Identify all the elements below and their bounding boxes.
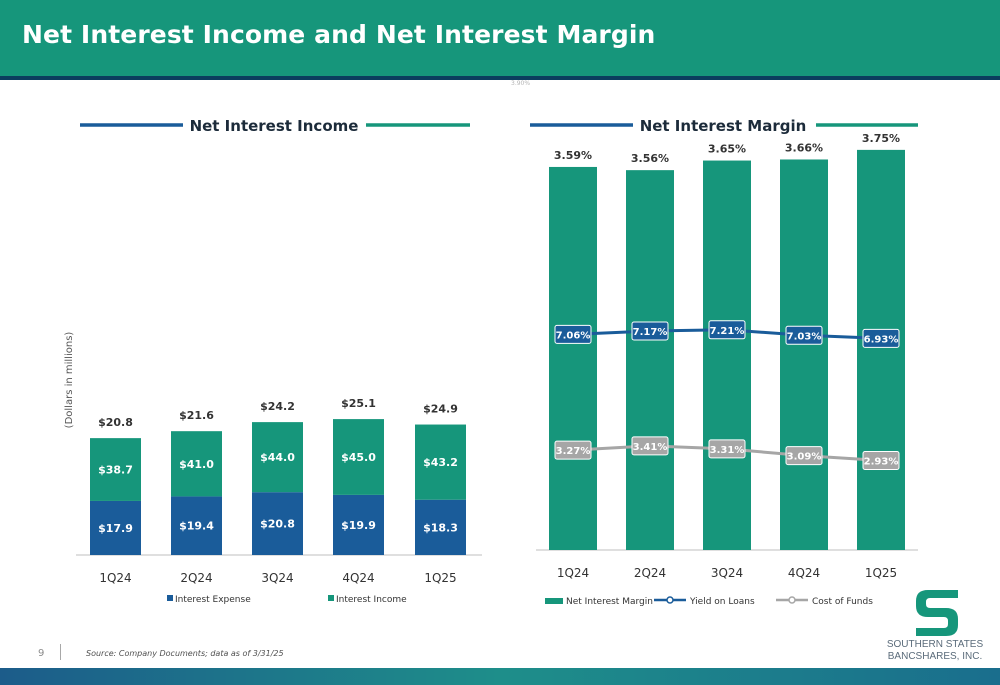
nim-x-tick-label: 3Q24 xyxy=(711,566,743,580)
label-box-yield-on-loans xyxy=(862,328,900,348)
footer-band xyxy=(0,668,1000,685)
header-band: Net Interest Income and Net Interest Mar… xyxy=(0,0,1000,76)
page-title: Net Interest Income and Net Interest Mar… xyxy=(22,20,656,49)
label-net-interest-income: $25.1 xyxy=(341,397,376,410)
nii-y-axis-label: (Dollars in millions) xyxy=(64,332,75,429)
label-interest-expense: $19.9 xyxy=(341,519,376,532)
label-box-cost-of-funds xyxy=(785,446,823,466)
label-net-interest-income: $24.9 xyxy=(423,403,458,416)
label-box-cost-of-funds xyxy=(631,436,669,456)
stray-label: 3.90% xyxy=(511,80,531,87)
label-net-interest-income: $24.2 xyxy=(260,400,295,413)
label-net-interest-income: $20.8 xyxy=(98,416,133,429)
label-interest-expense: $18.3 xyxy=(423,521,458,534)
nii-x-tick-label: 1Q25 xyxy=(424,571,456,585)
bar-net-interest-margin xyxy=(780,159,828,550)
legend-marker-yield-on-loans xyxy=(666,596,674,604)
legend-label-net-interest-margin: Net Interest Margin xyxy=(566,597,653,607)
bar-interest-expense xyxy=(415,499,466,555)
legend-swatch-interest-expense xyxy=(167,595,173,601)
label-box-yield-on-loans xyxy=(554,324,592,344)
legend-label-interest-expense: Interest Expense xyxy=(175,595,251,605)
legend-marker-cost-of-funds xyxy=(788,596,796,604)
label-yield-on-loans: 6.93% xyxy=(864,334,899,345)
nim-x-tick-label: 4Q24 xyxy=(788,566,820,580)
bar-interest-expense xyxy=(252,492,303,555)
page-number-divider xyxy=(60,644,61,660)
label-box-yield-on-loans xyxy=(785,325,823,345)
bar-interest-expense xyxy=(333,494,384,555)
nii-x-tick-label: 1Q24 xyxy=(99,571,131,585)
label-cost-of-funds: 3.09% xyxy=(787,452,822,463)
label-interest-income: $43.2 xyxy=(423,456,458,469)
page-number: 9 xyxy=(38,648,45,659)
nii-x-tick-label: 2Q24 xyxy=(180,571,212,585)
bar-net-interest-margin xyxy=(703,160,751,551)
header-divider xyxy=(0,76,1000,80)
legend-label-interest-income: Interest Income xyxy=(336,595,407,605)
label-interest-expense: $20.8 xyxy=(260,518,295,531)
nim-x-tick-label: 1Q25 xyxy=(865,566,897,580)
label-box-yield-on-loans xyxy=(708,320,746,340)
bar-interest-income xyxy=(415,424,466,500)
legend-swatch-net-interest-margin xyxy=(545,598,563,604)
label-interest-income: $45.0 xyxy=(341,451,376,464)
label-interest-income: $38.7 xyxy=(98,464,133,477)
label-box-cost-of-funds xyxy=(862,451,900,471)
label-cost-of-funds: 3.27% xyxy=(556,446,591,457)
legend-label-yield-on-loans: Yield on Loans xyxy=(689,597,755,607)
bar-net-interest-margin xyxy=(549,166,597,550)
nim-title: Net Interest Margin xyxy=(640,117,807,135)
bar-interest-income xyxy=(90,438,141,501)
logo-text-line2: BANCSHARES, INC. xyxy=(888,651,982,662)
label-box-yield-on-loans xyxy=(631,321,669,341)
nii-x-tick-label: 4Q24 xyxy=(342,571,374,585)
bar-interest-income xyxy=(171,431,222,497)
bar-interest-expense xyxy=(171,496,222,555)
label-net-interest-margin: 3.59% xyxy=(554,149,592,162)
legend-label-cost-of-funds: Cost of Funds xyxy=(812,597,873,607)
label-box-cost-of-funds xyxy=(708,439,746,459)
label-net-interest-income: $21.6 xyxy=(179,409,214,422)
bar-net-interest-margin xyxy=(626,170,674,550)
bar-interest-income xyxy=(333,419,384,495)
label-interest-income: $44.0 xyxy=(260,451,295,464)
label-net-interest-margin: 3.75% xyxy=(862,132,900,145)
source-note: Source: Company Documents; data as of 3/… xyxy=(86,649,284,658)
label-net-interest-margin: 3.65% xyxy=(708,143,746,156)
label-cost-of-funds: 2.93% xyxy=(864,457,899,468)
bar-net-interest-margin xyxy=(857,149,905,550)
nii-title: Net Interest Income xyxy=(190,117,359,135)
logo-mark-icon xyxy=(916,590,958,636)
label-cost-of-funds: 3.31% xyxy=(710,445,745,456)
bar-interest-expense xyxy=(90,500,141,555)
label-net-interest-margin: 3.56% xyxy=(631,152,669,165)
label-yield-on-loans: 7.21% xyxy=(710,326,745,337)
nim-x-tick-label: 1Q24 xyxy=(557,566,589,580)
label-yield-on-loans: 7.17% xyxy=(633,327,668,338)
logo-text-line1: SOUTHERN STATES xyxy=(887,639,984,650)
label-cost-of-funds: 3.41% xyxy=(633,442,668,453)
label-interest-expense: $19.4 xyxy=(179,520,214,533)
legend-swatch-interest-income xyxy=(328,595,334,601)
nim-x-tick-label: 2Q24 xyxy=(634,566,666,580)
label-interest-income: $41.0 xyxy=(179,458,214,471)
bar-interest-income xyxy=(252,422,303,493)
nii-x-tick-label: 3Q24 xyxy=(261,571,293,585)
label-yield-on-loans: 7.03% xyxy=(787,331,822,342)
label-box-cost-of-funds xyxy=(554,440,592,460)
label-yield-on-loans: 7.06% xyxy=(556,330,591,341)
label-net-interest-margin: 3.66% xyxy=(785,141,823,154)
label-interest-expense: $17.9 xyxy=(98,522,133,535)
